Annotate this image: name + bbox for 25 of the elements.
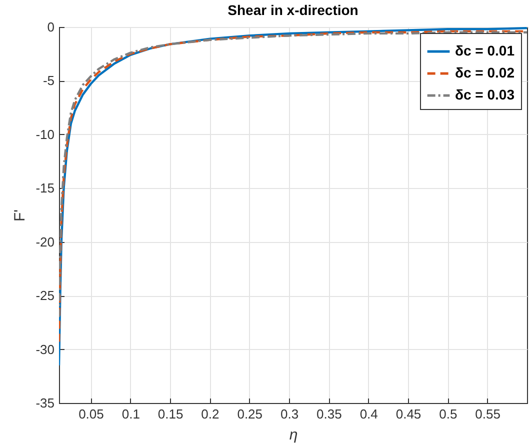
x-tick-label: 0.25 xyxy=(237,406,263,422)
y-tick-label: -30 xyxy=(36,342,54,357)
x-tick-label: 0.55 xyxy=(475,406,500,422)
legend-label: δc = 0.03 xyxy=(455,86,515,102)
y-tick-label: -20 xyxy=(36,234,54,250)
x-axis-title: η xyxy=(289,426,298,444)
x-tick-label: 0.35 xyxy=(316,406,342,422)
chart-title: Shear in x-direction xyxy=(228,2,358,18)
x-tick-label: 0.4 xyxy=(360,406,378,422)
legend-label: δc = 0.01 xyxy=(455,42,515,58)
x-tick-label: 0.5 xyxy=(439,406,458,422)
y-tick-label: -35 xyxy=(36,396,54,410)
x-tick-label: 0.1 xyxy=(122,406,140,422)
legend-label: δc = 0.02 xyxy=(455,64,515,80)
x-tick-label: 0.3 xyxy=(280,406,299,422)
x-tick-label: 0.15 xyxy=(158,406,184,422)
y-tick-label: -25 xyxy=(36,288,54,304)
x-tick-label: 0.05 xyxy=(78,406,104,422)
y-tick-label: -5 xyxy=(42,73,54,88)
y-tick-label: -15 xyxy=(36,180,54,196)
x-tick-label: 0.45 xyxy=(396,406,422,422)
x-tick-label: 0.2 xyxy=(201,406,220,422)
y-axis-title: F' xyxy=(12,209,29,222)
y-tick-label: 0 xyxy=(47,20,54,34)
y-tick-label: -10 xyxy=(36,126,54,142)
